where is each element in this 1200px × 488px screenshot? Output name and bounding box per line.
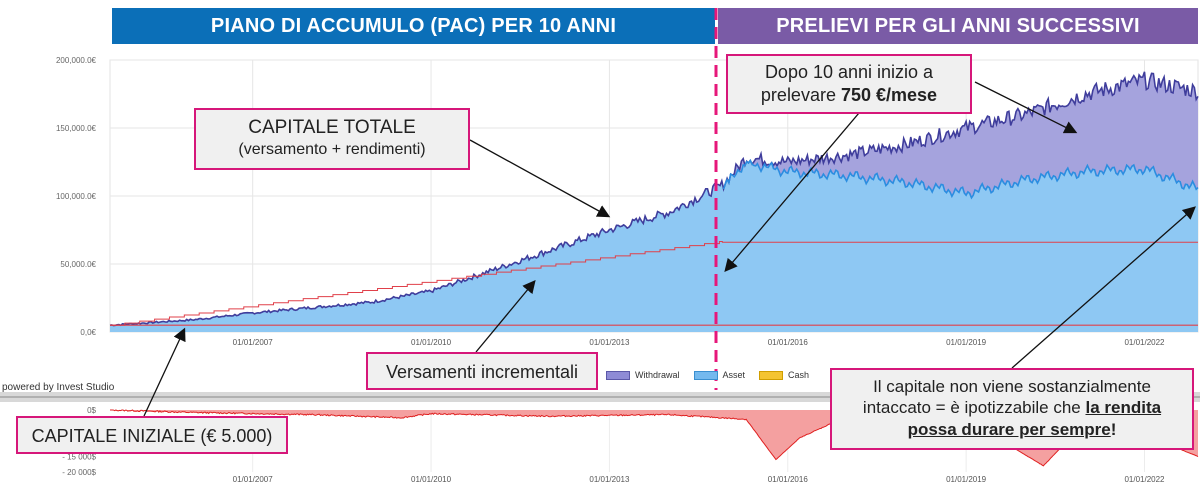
- y-tick-label: 50,000.0€: [60, 260, 96, 269]
- callout-prelievo-line2: prelevare 750 €/mese: [760, 84, 938, 105]
- series-withdrawal-line: [109, 71, 1199, 327]
- series-asset-line: [722, 158, 1199, 200]
- callout-prelievo-line1: Dopo 10 anni inizio a: [764, 62, 934, 82]
- y-tick-label: 150,000.0€: [56, 124, 97, 133]
- callout-sost-line1: Il capitale non viene sostanzialmente: [873, 377, 1151, 396]
- arrow-withdrawal: [974, 81, 1078, 134]
- sub-y-tick-label: - 20 000$: [62, 468, 96, 477]
- callout-capitale-totale-sub: (versamento + rendimenti): [238, 140, 426, 158]
- banner-prelievi: PRELIEVI PER GLI ANNI SUCCESSIVI: [718, 8, 1198, 44]
- contributions-line: [110, 241, 1198, 326]
- legend: Withdrawal Asset Cash: [606, 370, 809, 381]
- sub-y-tick-label: 0$: [87, 406, 96, 415]
- arrow-prelievo: [724, 99, 871, 272]
- legend-item-cash: Cash: [759, 370, 809, 381]
- callout-sostenibilita: Il capitale non viene sostanzialmente in…: [830, 368, 1194, 450]
- callout-capitale-totale-title: CAPITALE TOTALE: [248, 117, 416, 138]
- sub-x-tick-label: 01/01/2022: [1124, 475, 1165, 484]
- main-areas: [110, 71, 1198, 333]
- sub-x-tick-label: 01/01/2013: [589, 475, 630, 484]
- sub-y-tick-label: - 15 000$: [62, 453, 96, 462]
- main-lines: [109, 8, 1199, 390]
- callout-sost-line3: possa durare per sempre!: [907, 419, 1117, 439]
- sub-x-tick-label: 01/01/2016: [768, 475, 809, 484]
- y-tick-label: 100,000.0€: [56, 192, 97, 201]
- banner-pac: PIANO DI ACCUMULO (PAC) PER 10 ANNI: [112, 8, 715, 44]
- sub-x-tick-label: 01/01/2010: [411, 475, 452, 484]
- powered-by: powered by Invest Studio: [2, 382, 115, 393]
- callout-capitale-iniziale: CAPITALE INIZIALE (€ 5.000): [16, 416, 288, 454]
- x-tick-label: 01/01/2019: [946, 338, 987, 347]
- sub-x-tick-label: 01/01/2007: [233, 475, 274, 484]
- legend-item-asset: Asset: [693, 370, 745, 381]
- series-asset-area: [110, 160, 1198, 332]
- arrow-capitale-totale: [469, 139, 611, 218]
- x-tick-label: 01/01/2016: [768, 338, 809, 347]
- arrow-sostenibilita: [1011, 206, 1196, 369]
- y-tick-label: 200,000.0€: [56, 56, 97, 65]
- sub-x-tick-label: 01/01/2019: [946, 475, 987, 484]
- x-tick-label: 01/01/2007: [233, 338, 274, 347]
- x-tick-label: 01/01/2010: [411, 338, 452, 347]
- x-tick-label: 01/01/2013: [589, 338, 630, 347]
- arrows: [143, 81, 1196, 417]
- arrow-capitale-iniziale: [143, 327, 186, 417]
- y-tick-labels: 0,0€ 50,000.0€ 100,000.0€ 150,000.0€ 200,000…: [56, 56, 97, 337]
- callout-prelievo: Dopo 10 anni inizio a prelevare 750 €/me…: [726, 54, 972, 114]
- callout-sost-line2: intaccato = è ipotizzabile che la rendit…: [862, 398, 1162, 418]
- legend-item-withdrawal: Withdrawal: [606, 370, 680, 381]
- arrow-versamenti: [475, 279, 536, 353]
- y-tick-label: 0,0€: [80, 328, 96, 337]
- x-tick-label: 01/01/2022: [1124, 338, 1165, 347]
- x-tick-labels: 01/01/2007 01/01/2010 01/01/2013 01/01/2016…: [233, 338, 1165, 347]
- callout-capitale-totale: CAPITALE TOTALE (versamento + rendimenti…: [194, 108, 470, 170]
- callout-versamenti: Versamenti incrementali: [366, 352, 598, 390]
